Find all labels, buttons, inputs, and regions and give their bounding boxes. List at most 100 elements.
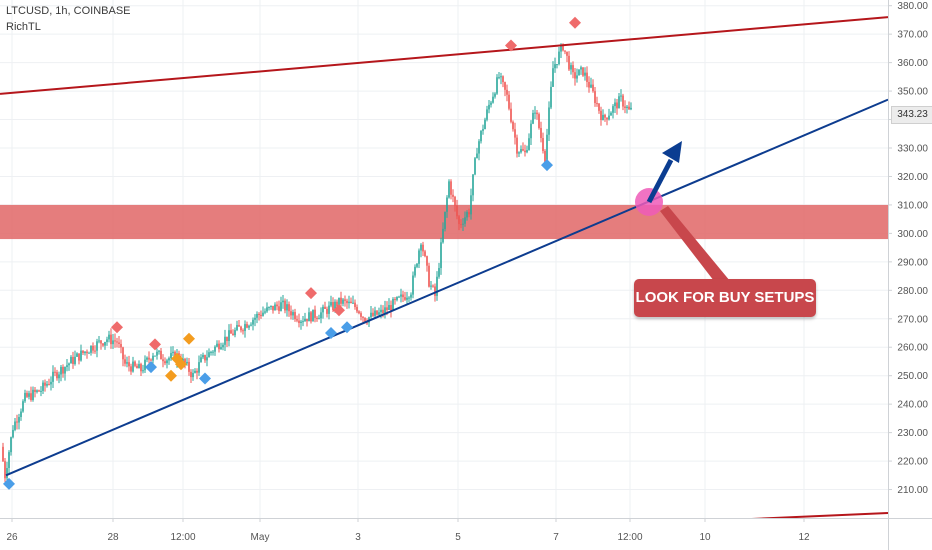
candle-body: [380, 309, 382, 313]
candle-body: [336, 301, 338, 307]
candle-body: [170, 353, 172, 359]
candle-body: [102, 343, 104, 346]
candle-body: [66, 365, 68, 368]
x-axis-panel: [0, 518, 932, 550]
candle-body: [226, 336, 228, 342]
candle-body: [598, 103, 600, 111]
candle-body: [320, 312, 322, 319]
candle-body: [458, 216, 460, 225]
candle-body: [440, 242, 442, 269]
candle-body: [540, 127, 542, 139]
candle-body: [376, 310, 378, 315]
candle-body: [168, 358, 170, 361]
diamond-blue-icon: [541, 159, 553, 172]
candle-body: [280, 302, 282, 311]
candle-body: [268, 307, 270, 309]
candle-body: [318, 318, 320, 320]
candle-body: [94, 350, 96, 352]
candle-body: [152, 355, 154, 361]
candle-body: [300, 321, 302, 323]
support-zone: [0, 204, 888, 240]
candle-body: [80, 350, 82, 361]
candle-body: [206, 357, 208, 361]
candle-body: [310, 312, 312, 322]
candle-body: [78, 353, 80, 361]
candle-body: [614, 102, 616, 107]
y-tick-label: 280.00: [897, 286, 928, 297]
x-tick-label: 12: [798, 532, 810, 543]
candle-body: [70, 356, 72, 364]
candle-body: [572, 65, 574, 73]
candle-body: [286, 304, 288, 311]
candle-body: [216, 343, 218, 347]
candle-body: [6, 468, 8, 479]
candle-body: [454, 196, 456, 206]
diamond-blue-icon: [341, 321, 353, 334]
candle-body: [546, 134, 548, 163]
x-tick-label: 10: [699, 532, 711, 543]
candle-body: [556, 64, 558, 66]
candle-body: [164, 361, 166, 364]
candle-body: [528, 138, 530, 150]
candle-body: [498, 77, 500, 79]
candle-body: [264, 311, 266, 313]
candle-body: [444, 211, 446, 229]
candle-body: [352, 302, 354, 304]
candle-body: [622, 95, 624, 107]
diamond-orange-icon: [175, 358, 187, 371]
candle-body: [406, 297, 408, 300]
candle-body: [214, 346, 216, 352]
candle-body: [38, 390, 40, 392]
y-tick-label: 260.00: [897, 343, 928, 354]
candle-body: [554, 64, 556, 69]
candle-body: [480, 130, 482, 142]
y-tick-label: 360.00: [897, 58, 928, 69]
up-arrow-shaft: [646, 158, 674, 204]
candle-body: [50, 381, 52, 385]
candle-body: [68, 363, 70, 366]
candle-body: [612, 106, 614, 113]
candle-body: [36, 390, 38, 392]
candle-body: [210, 351, 212, 353]
candle-body: [514, 129, 516, 138]
candle-body: [356, 307, 358, 312]
candle-body: [422, 244, 424, 252]
candle-body: [418, 250, 420, 264]
candle-body: [552, 68, 554, 87]
candle-body: [276, 304, 278, 307]
y-tick-label: 380.00: [897, 1, 928, 12]
candle-body: [284, 300, 286, 311]
candles: [2, 43, 632, 483]
candle-body: [292, 312, 294, 316]
candle-body: [222, 344, 224, 348]
candle-body: [138, 364, 140, 369]
candle-body: [82, 350, 84, 353]
candle-body: [246, 324, 248, 328]
x-tick-label: 5: [455, 532, 461, 543]
candle-body: [4, 461, 6, 479]
candle-body: [532, 112, 534, 124]
candle-body: [410, 294, 412, 298]
x-tick-label: 3: [355, 532, 361, 543]
candle-body: [412, 275, 414, 295]
candle-body: [212, 351, 214, 353]
candle-body: [374, 310, 376, 316]
candle-body: [574, 72, 576, 79]
candle-body: [608, 115, 610, 120]
resistance-trendline: [0, 16, 889, 95]
candle-body: [582, 67, 584, 76]
candle-body: [434, 286, 436, 296]
candle-body: [346, 300, 348, 304]
candle-body: [76, 353, 78, 357]
y-tick-label: 220.00: [897, 457, 928, 468]
y-tick-label: 370.00: [897, 30, 928, 41]
candle-body: [272, 305, 274, 311]
candle-body: [606, 117, 608, 120]
candle-body: [100, 340, 102, 344]
candle-body: [130, 366, 132, 372]
candle-body: [490, 102, 492, 105]
candle-body: [402, 294, 404, 298]
candle-body: [548, 107, 550, 135]
candle-body: [142, 370, 144, 372]
candle-body: [516, 137, 518, 154]
